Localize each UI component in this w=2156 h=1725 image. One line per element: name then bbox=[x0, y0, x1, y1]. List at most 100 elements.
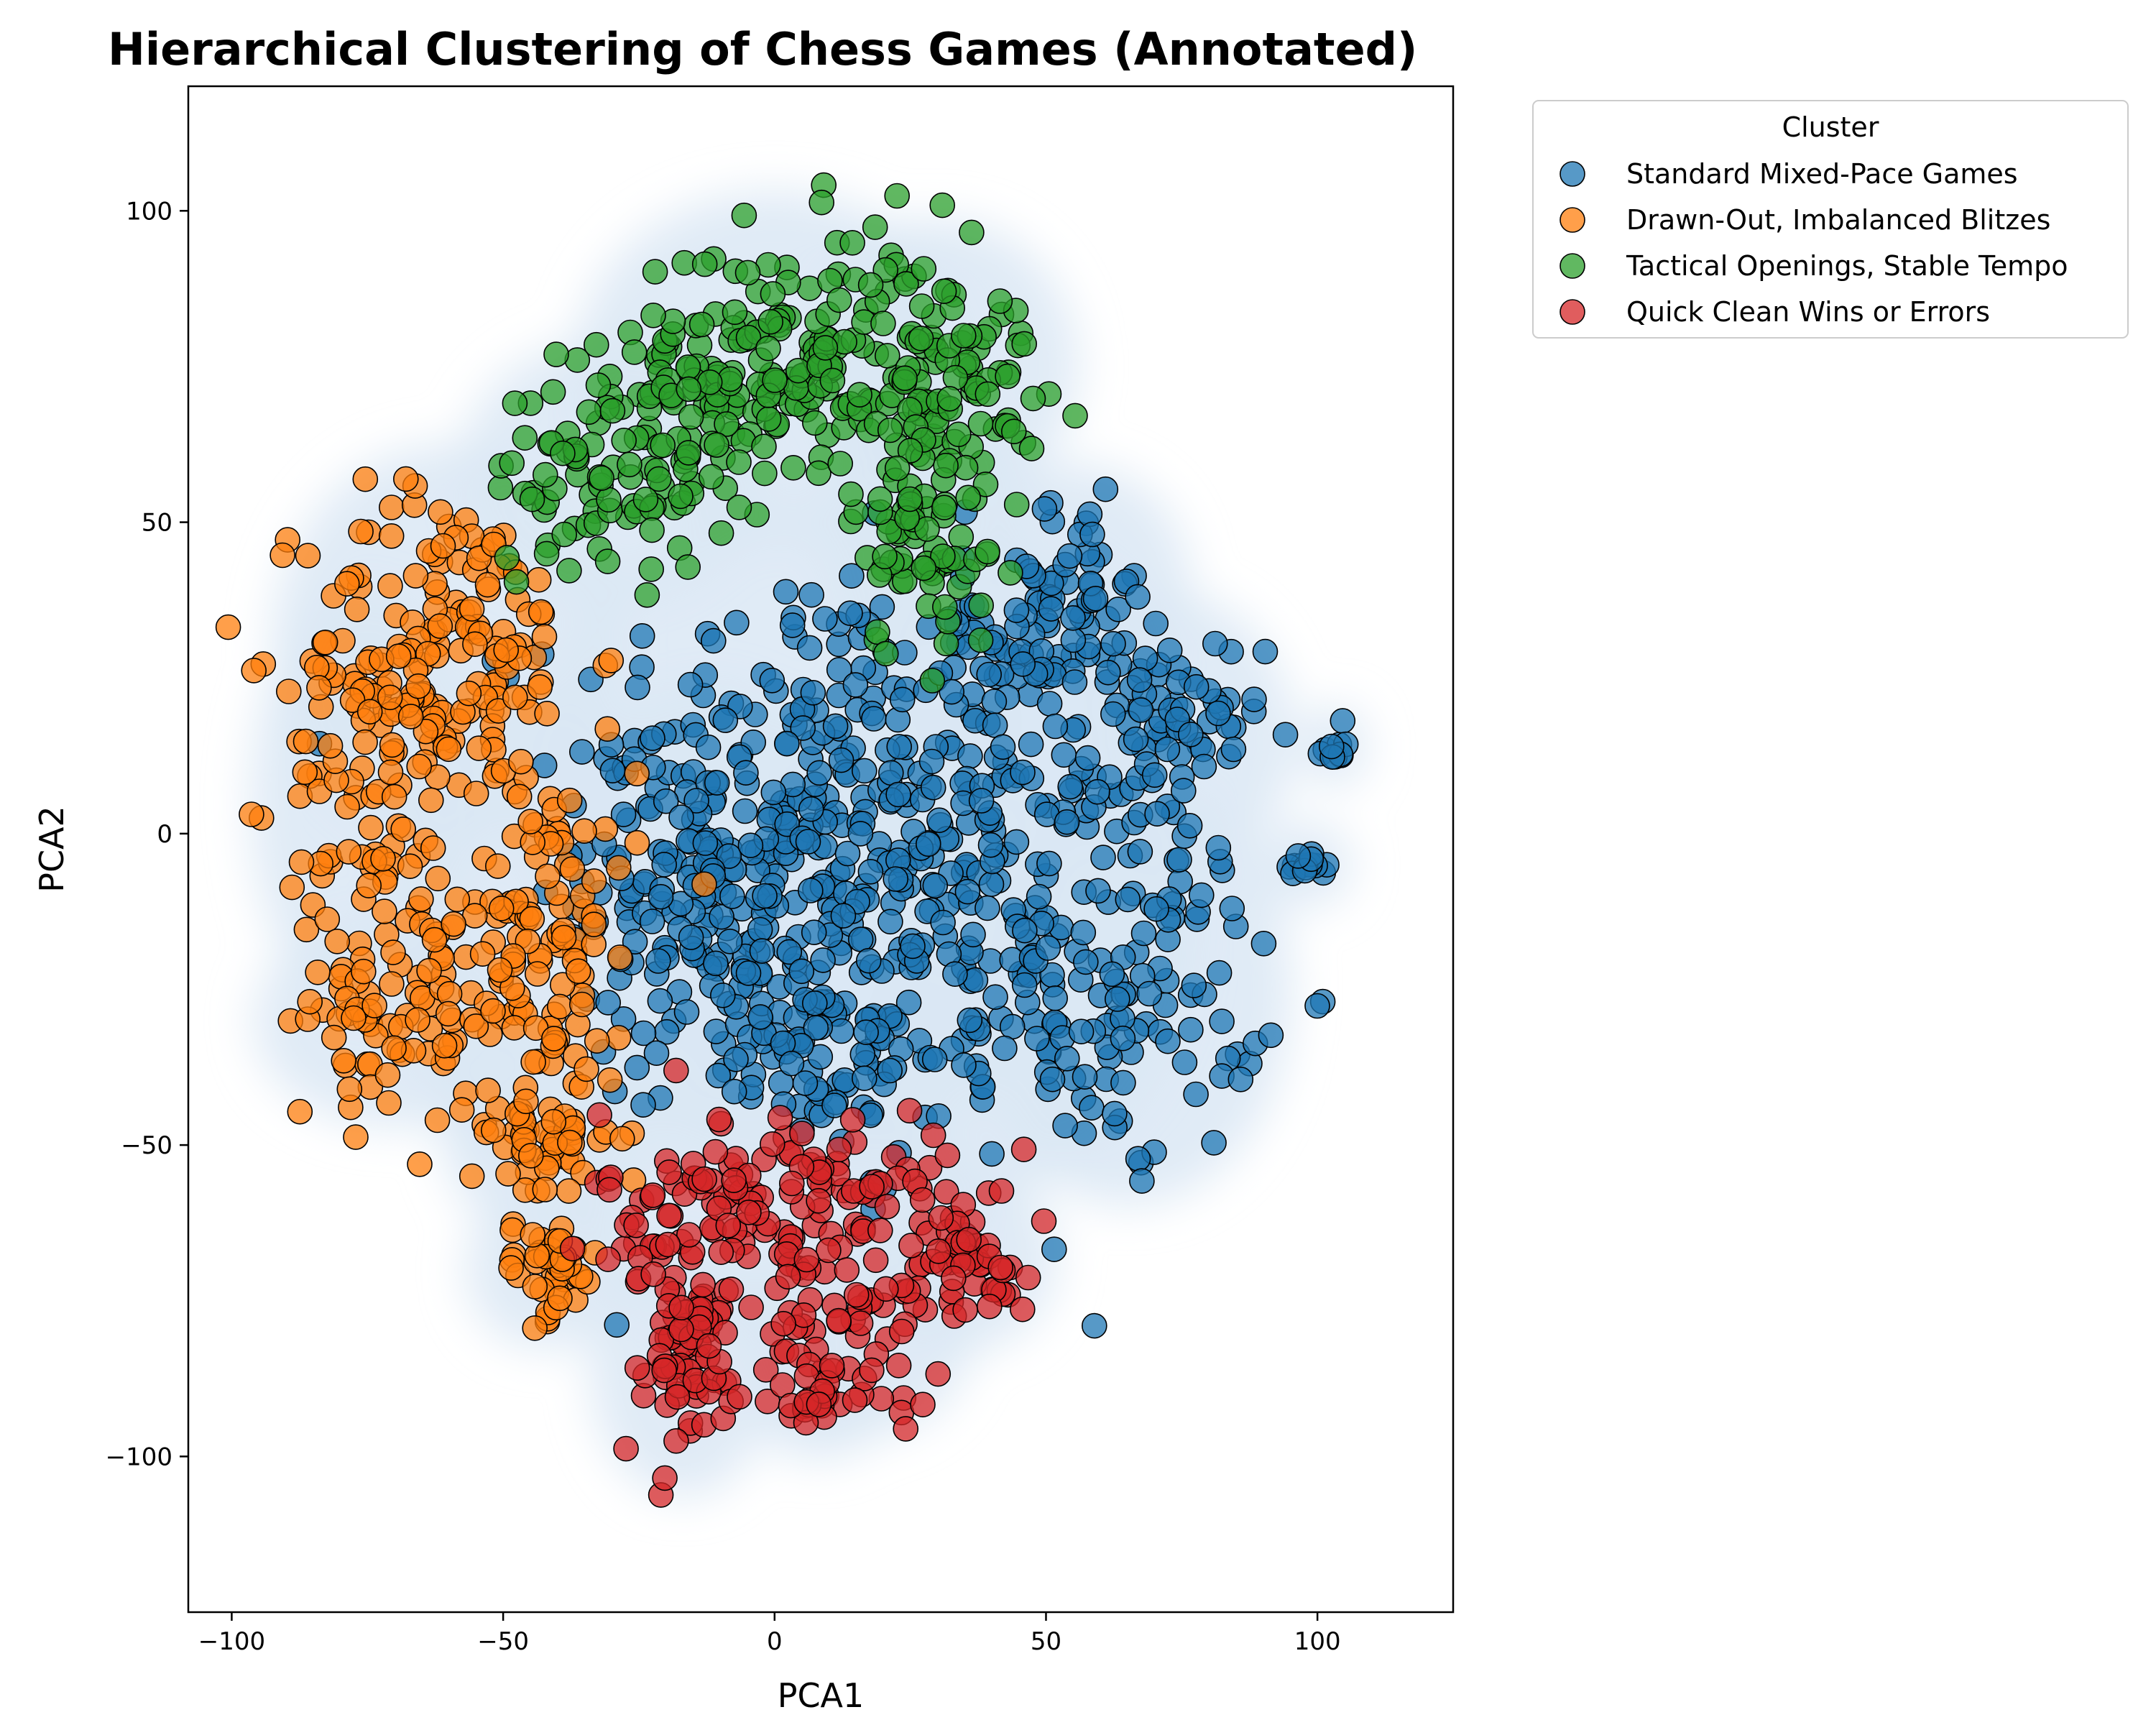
data-point bbox=[1285, 843, 1312, 869]
data-point bbox=[737, 832, 764, 858]
data-point bbox=[648, 883, 674, 910]
data-point bbox=[691, 871, 717, 897]
data-point bbox=[800, 679, 826, 706]
data-point bbox=[1272, 722, 1299, 748]
data-point bbox=[638, 556, 665, 582]
data-point bbox=[1171, 778, 1197, 804]
data-point bbox=[344, 596, 370, 622]
y-tick-label: −50 bbox=[121, 1131, 172, 1160]
data-point bbox=[402, 563, 429, 589]
data-point bbox=[709, 903, 734, 930]
data-point bbox=[584, 1028, 610, 1054]
data-point bbox=[954, 878, 981, 905]
data-point bbox=[956, 1226, 982, 1253]
data-point bbox=[519, 486, 545, 512]
data-point bbox=[519, 906, 545, 932]
data-point bbox=[837, 600, 863, 627]
data-point bbox=[356, 699, 383, 725]
data-point bbox=[802, 410, 828, 436]
data-point bbox=[889, 686, 916, 713]
data-point bbox=[933, 452, 959, 479]
data-point bbox=[847, 926, 874, 952]
data-point bbox=[774, 730, 800, 757]
data-point bbox=[883, 866, 908, 892]
data-point bbox=[624, 829, 650, 856]
data-point bbox=[987, 288, 1013, 314]
x-tick-label: 0 bbox=[767, 1627, 783, 1656]
data-point bbox=[801, 919, 827, 945]
legend-marker bbox=[1560, 299, 1585, 325]
data-point bbox=[645, 948, 671, 974]
data-point bbox=[842, 1387, 868, 1413]
data-point bbox=[922, 873, 949, 899]
data-point bbox=[692, 830, 719, 856]
data-point bbox=[370, 846, 396, 872]
data-point bbox=[1031, 496, 1058, 522]
data-point bbox=[900, 933, 926, 960]
data-point bbox=[513, 1088, 539, 1115]
data-point bbox=[819, 1353, 845, 1379]
data-point bbox=[842, 672, 869, 698]
data-point bbox=[643, 1040, 670, 1066]
data-point bbox=[279, 874, 305, 901]
data-point bbox=[605, 855, 632, 881]
data-point bbox=[957, 743, 983, 769]
data-point bbox=[928, 1205, 954, 1231]
data-point bbox=[1110, 1070, 1136, 1096]
data-point bbox=[1060, 627, 1087, 653]
data-point bbox=[976, 661, 1002, 688]
data-point bbox=[908, 293, 935, 319]
data-point bbox=[857, 859, 884, 885]
y-tick-label: 50 bbox=[142, 509, 172, 538]
data-point bbox=[1143, 896, 1169, 922]
data-point bbox=[495, 1161, 521, 1187]
data-point bbox=[668, 804, 694, 830]
data-point bbox=[675, 354, 701, 380]
data-point bbox=[1038, 596, 1064, 622]
data-point bbox=[596, 487, 622, 513]
y-tick-label: 100 bbox=[126, 197, 172, 226]
data-point bbox=[385, 643, 412, 669]
data-point bbox=[708, 1239, 734, 1265]
data-point bbox=[1205, 700, 1231, 727]
data-point bbox=[920, 1122, 946, 1149]
data-point bbox=[726, 449, 752, 475]
data-point bbox=[586, 1102, 612, 1128]
data-point bbox=[830, 903, 857, 929]
data-point bbox=[843, 1282, 870, 1308]
data-point bbox=[535, 863, 561, 889]
y-tick-label: −100 bbox=[106, 1443, 172, 1471]
data-point bbox=[668, 483, 694, 510]
data-point bbox=[749, 938, 775, 964]
data-point bbox=[1003, 829, 1030, 855]
data-point bbox=[715, 1213, 742, 1238]
data-point bbox=[1171, 1049, 1198, 1075]
data-point bbox=[826, 1307, 852, 1334]
data-point bbox=[1057, 773, 1083, 800]
data-point bbox=[381, 783, 407, 810]
data-point bbox=[1061, 669, 1088, 695]
data-point bbox=[215, 614, 241, 640]
data-point bbox=[595, 1246, 621, 1272]
x-tick-label: −50 bbox=[477, 1627, 529, 1656]
data-point bbox=[390, 816, 417, 842]
data-point bbox=[810, 947, 836, 973]
data-point bbox=[550, 924, 577, 951]
data-point bbox=[1015, 1264, 1041, 1291]
data-point bbox=[704, 432, 729, 458]
data-point bbox=[712, 707, 739, 733]
data-point bbox=[875, 343, 900, 369]
data-point bbox=[540, 1108, 567, 1135]
data-point bbox=[1105, 986, 1130, 1012]
data-point bbox=[1035, 935, 1061, 961]
data-point bbox=[297, 988, 323, 1015]
data-point bbox=[324, 929, 351, 954]
data-point bbox=[376, 1090, 402, 1116]
data-point bbox=[897, 486, 923, 512]
data-point bbox=[312, 629, 338, 656]
data-point bbox=[990, 734, 1016, 760]
data-point bbox=[379, 971, 405, 997]
data-point bbox=[1129, 1168, 1155, 1194]
data-point bbox=[405, 1007, 430, 1033]
data-point bbox=[934, 1142, 961, 1169]
